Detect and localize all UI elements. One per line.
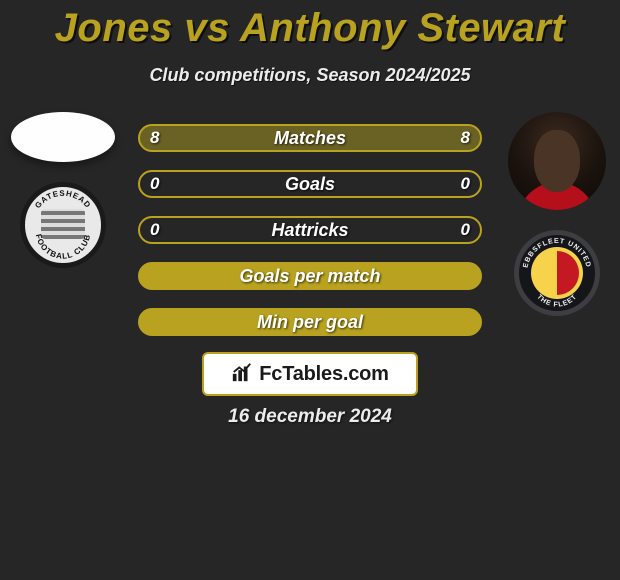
page-subtitle: Club competitions, Season 2024/2025: [0, 65, 620, 86]
stat-row-hattricks: 0 Hattricks 0: [138, 216, 482, 244]
left-club-badge-text: GATESHEAD FOOTBALL CLUB: [25, 187, 101, 263]
right-player-column: EBBSFLEET UNITED THE FLEET: [502, 112, 612, 316]
right-club-badge: EBBSFLEET UNITED THE FLEET: [514, 230, 600, 316]
stat-label: Goals: [285, 174, 335, 195]
stat-row-matches: 8 Matches 8: [138, 124, 482, 152]
stat-row-goals-per-match: Goals per match: [138, 262, 482, 290]
stat-right-value: 8: [461, 126, 470, 150]
stat-right-value: 0: [461, 218, 470, 242]
left-player-column: GATESHEAD FOOTBALL CLUB: [8, 112, 118, 268]
left-club-badge: GATESHEAD FOOTBALL CLUB: [20, 182, 106, 268]
stat-row-goals: 0 Goals 0: [138, 170, 482, 198]
date-text: 16 december 2024: [0, 406, 620, 428]
stat-label: Goals per match: [239, 266, 380, 287]
page-title: Jones vs Anthony Stewart: [0, 0, 620, 51]
stat-left-value: 0: [150, 218, 159, 242]
stat-label: Matches: [274, 128, 346, 149]
brand-text: FcTables.com: [259, 363, 389, 386]
stat-label: Min per goal: [257, 312, 363, 333]
stat-left-value: 8: [150, 126, 159, 150]
bar-chart-icon: [231, 361, 253, 388]
left-player-avatar: [11, 112, 115, 162]
svg-text:FOOTBALL CLUB: FOOTBALL CLUB: [34, 233, 93, 261]
stat-label: Hattricks: [271, 220, 348, 241]
stat-bars: 8 Matches 8 0 Goals 0 0 Hattricks 0 Goal…: [138, 124, 482, 336]
stat-left-value: 0: [150, 172, 159, 196]
comparison-card: Jones vs Anthony Stewart Club competitio…: [0, 0, 620, 580]
stat-right-value: 0: [461, 172, 470, 196]
brand-badge[interactable]: FcTables.com: [202, 352, 418, 396]
stat-row-min-per-goal: Min per goal: [138, 308, 482, 336]
svg-text:GATESHEAD: GATESHEAD: [33, 189, 93, 210]
right-player-avatar: [508, 112, 606, 210]
